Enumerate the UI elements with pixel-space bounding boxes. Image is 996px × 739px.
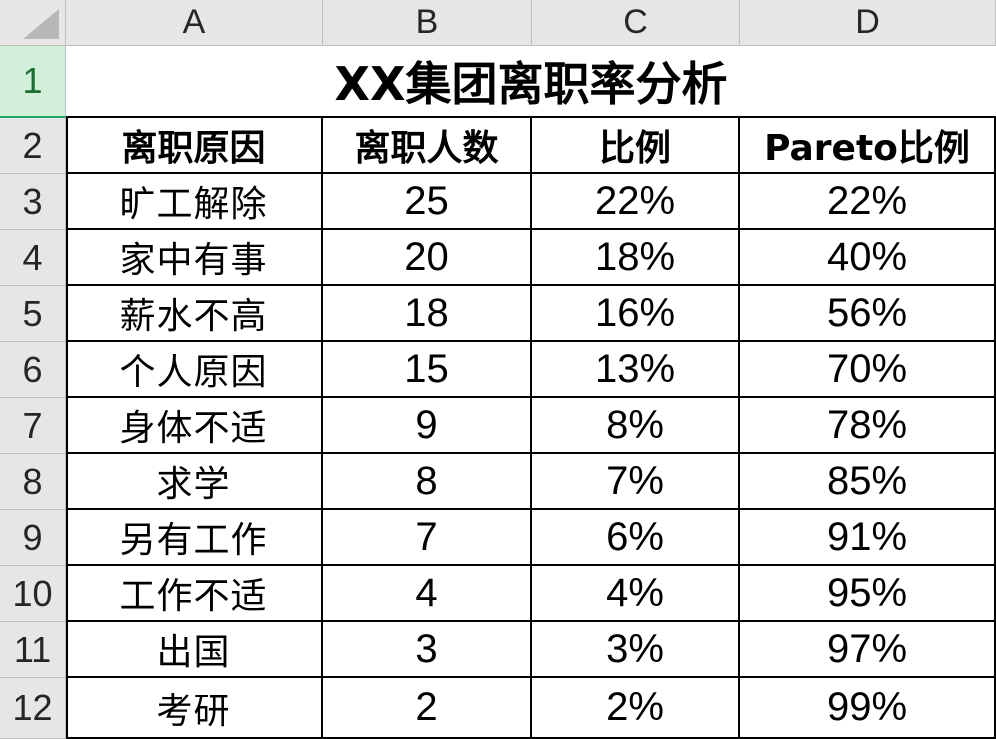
header-cell-b[interactable]: 离职人数 <box>323 118 532 174</box>
row-header-6[interactable]: 6 <box>0 342 66 398</box>
cell-c8[interactable]: 7% <box>532 454 740 510</box>
sheet-title-cell[interactable]: XX集团离职率分析 <box>66 46 996 118</box>
cell-a12[interactable]: 考研 <box>66 678 323 739</box>
cell-c7[interactable]: 8% <box>532 398 740 454</box>
cell-d6[interactable]: 70% <box>740 342 996 398</box>
cell-b9[interactable]: 7 <box>323 510 532 566</box>
cell-d5[interactable]: 56% <box>740 286 996 342</box>
column-header-d[interactable]: D <box>740 0 996 46</box>
cell-a5[interactable]: 薪水不高 <box>66 286 323 342</box>
row-header-2[interactable]: 2 <box>0 118 66 174</box>
cell-a9[interactable]: 另有工作 <box>66 510 323 566</box>
row-header-11[interactable]: 11 <box>0 622 66 678</box>
row-header-5[interactable]: 5 <box>0 286 66 342</box>
header-cell-d[interactable]: Pareto比例 <box>740 118 996 174</box>
row-header-10[interactable]: 10 <box>0 566 66 622</box>
cell-b3[interactable]: 25 <box>323 174 532 230</box>
cell-d10[interactable]: 95% <box>740 566 996 622</box>
cell-b7[interactable]: 9 <box>323 398 532 454</box>
cell-d4[interactable]: 40% <box>740 230 996 286</box>
cell-d3[interactable]: 22% <box>740 174 996 230</box>
select-all-triangle-icon <box>23 9 59 39</box>
cell-b12[interactable]: 2 <box>323 678 532 739</box>
cell-b4[interactable]: 20 <box>323 230 532 286</box>
cell-a6[interactable]: 个人原因 <box>66 342 323 398</box>
cell-b8[interactable]: 8 <box>323 454 532 510</box>
cell-a10[interactable]: 工作不适 <box>66 566 323 622</box>
column-header-c[interactable]: C <box>532 0 740 46</box>
cell-d11[interactable]: 97% <box>740 622 996 678</box>
cell-b6[interactable]: 15 <box>323 342 532 398</box>
cell-c9[interactable]: 6% <box>532 510 740 566</box>
cell-d8[interactable]: 85% <box>740 454 996 510</box>
cell-b10[interactable]: 4 <box>323 566 532 622</box>
cell-c11[interactable]: 3% <box>532 622 740 678</box>
cell-b5[interactable]: 18 <box>323 286 532 342</box>
cell-c5[interactable]: 16% <box>532 286 740 342</box>
cell-c12[interactable]: 2% <box>532 678 740 739</box>
row-header-3[interactable]: 3 <box>0 174 66 230</box>
row-header-1[interactable]: 1 <box>0 46 66 118</box>
cell-d12[interactable]: 99% <box>740 678 996 739</box>
cell-c3[interactable]: 22% <box>532 174 740 230</box>
column-header-b[interactable]: B <box>323 0 532 46</box>
cell-c10[interactable]: 4% <box>532 566 740 622</box>
cell-a4[interactable]: 家中有事 <box>66 230 323 286</box>
cell-c6[interactable]: 13% <box>532 342 740 398</box>
row-header-9[interactable]: 9 <box>0 510 66 566</box>
row-header-7[interactable]: 7 <box>0 398 66 454</box>
cell-a11[interactable]: 出国 <box>66 622 323 678</box>
cell-a3[interactable]: 旷工解除 <box>66 174 323 230</box>
column-header-a[interactable]: A <box>66 0 323 46</box>
header-cell-a[interactable]: 离职原因 <box>66 118 323 174</box>
cell-a7[interactable]: 身体不适 <box>66 398 323 454</box>
row-header-8[interactable]: 8 <box>0 454 66 510</box>
select-all-corner[interactable] <box>0 0 66 46</box>
cell-d7[interactable]: 78% <box>740 398 996 454</box>
header-cell-c[interactable]: 比例 <box>532 118 740 174</box>
cell-c4[interactable]: 18% <box>532 230 740 286</box>
cell-d9[interactable]: 91% <box>740 510 996 566</box>
cell-b11[interactable]: 3 <box>323 622 532 678</box>
row-header-12[interactable]: 12 <box>0 678 66 739</box>
row-header-4[interactable]: 4 <box>0 230 66 286</box>
table-left-border <box>66 118 68 739</box>
cell-a8[interactable]: 求学 <box>66 454 323 510</box>
